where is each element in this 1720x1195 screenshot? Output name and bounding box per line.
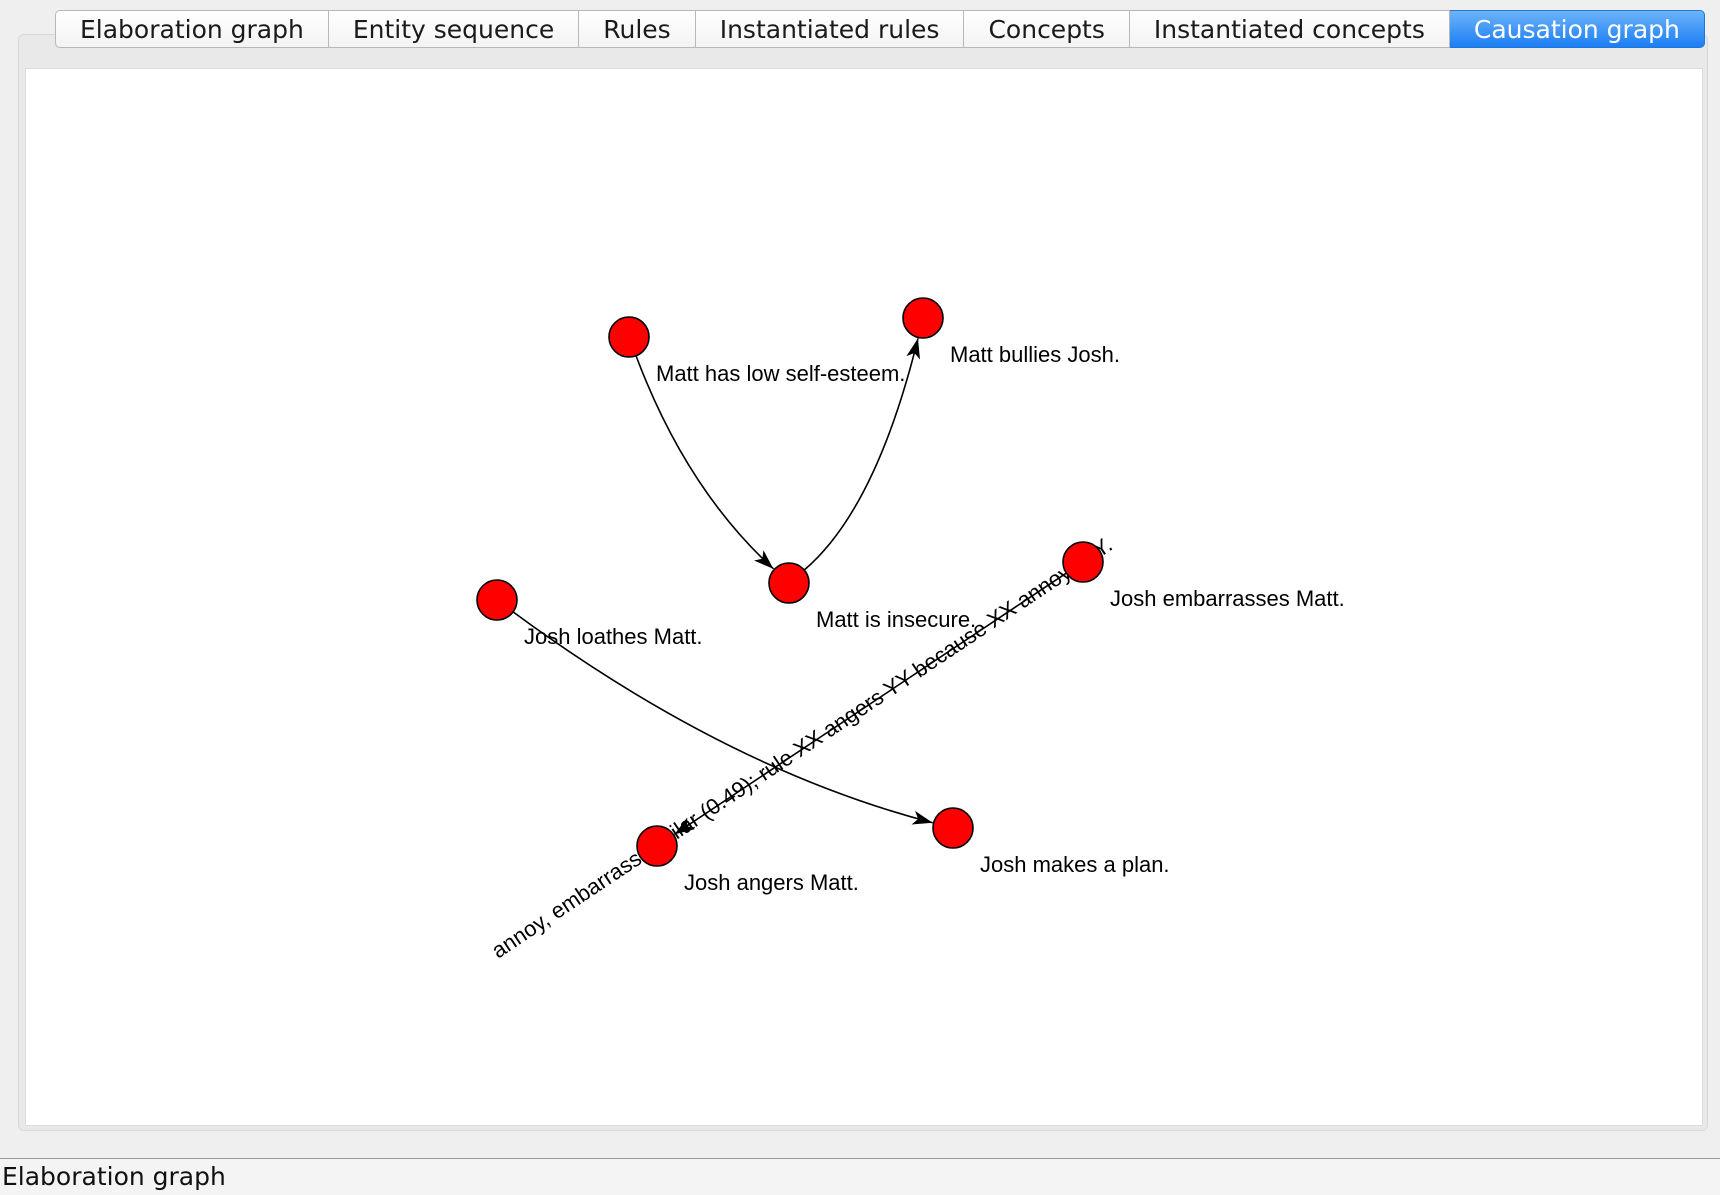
edge-matt-is-insecure-to-matt-bullies-josh[interactable] [803, 338, 920, 571]
node-josh-makes-a-plan[interactable] [932, 807, 974, 849]
tab-entity-sequence[interactable]: Entity sequence [328, 10, 580, 48]
node-label: Josh makes a plan. [980, 852, 1170, 877]
node-josh-loathes-matt[interactable] [476, 579, 518, 621]
tab-causation-graph[interactable]: Causation graph [1449, 10, 1705, 48]
node-matt-bullies-josh[interactable] [902, 297, 944, 339]
node-label: Josh loathes Matt. [524, 624, 703, 649]
node-label: Matt is insecure. [816, 607, 976, 632]
node-label: Josh embarrasses Matt. [1110, 586, 1345, 611]
node-label: Josh angers Matt. [684, 870, 859, 895]
edge-josh-embarrasses-matt-to-josh-angers-matt[interactable] [674, 572, 1067, 836]
status-bar: Elaboration graph [0, 1158, 1720, 1195]
node-label: Matt bullies Josh. [950, 342, 1120, 367]
tab-instantiated-rules[interactable]: Instantiated rules [695, 10, 965, 48]
tab-concepts[interactable]: Concepts [964, 10, 1130, 48]
node-josh-embarrasses-matt[interactable] [1062, 541, 1104, 583]
tab-bar: Elaboration graph Entity sequence Rules … [55, 10, 1705, 48]
tab-elaboration-graph[interactable]: Elaboration graph [55, 10, 329, 48]
node-josh-angers-matt[interactable] [636, 825, 678, 867]
tab-panel: annoy, embarrass similar (0.49); rule XX… [18, 34, 1708, 1131]
causation-graph: annoy, embarrass similar (0.49); rule XX… [476, 297, 1345, 963]
edge-matt-has-low-self-esteem-to-matt-is-insecure[interactable] [635, 355, 775, 570]
causation-graph-canvas[interactable]: annoy, embarrass similar (0.49); rule XX… [25, 68, 1703, 1126]
edge-josh-loathes-matt-to-josh-makes-a-plan[interactable] [512, 611, 933, 825]
node-matt-is-insecure[interactable] [768, 562, 810, 604]
tab-rules[interactable]: Rules [579, 10, 696, 48]
tab-instantiated-concepts[interactable]: Instantiated concepts [1129, 10, 1450, 48]
status-text: Elaboration graph [2, 1162, 226, 1191]
node-matt-has-low-self-esteem[interactable] [608, 316, 650, 358]
node-label: Matt has low self-esteem. [656, 361, 905, 386]
